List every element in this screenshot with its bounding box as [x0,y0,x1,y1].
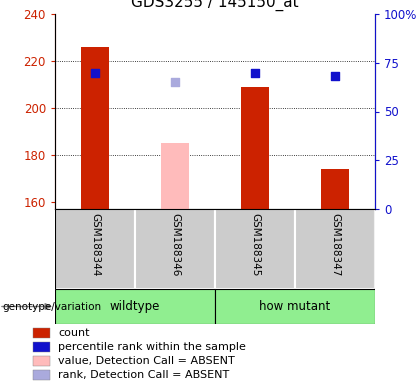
Point [252,70,258,76]
Bar [241,87,269,209]
Bar [215,289,375,324]
Point [332,73,339,79]
Title: GDS3255 / 145150_at: GDS3255 / 145150_at [131,0,299,11]
Bar [81,47,109,209]
Text: genotype/variation: genotype/variation [2,301,101,311]
Text: count: count [58,328,90,338]
Bar [33,342,50,352]
Bar [55,209,135,289]
Point [172,79,178,85]
Bar [295,209,375,289]
Text: value, Detection Call = ABSENT: value, Detection Call = ABSENT [58,356,235,366]
Bar [321,169,349,209]
Bar [33,369,50,380]
Bar [55,289,215,324]
Text: wildtype: wildtype [110,300,160,313]
Text: GSM188345: GSM188345 [250,213,260,276]
Bar [33,328,50,338]
Text: GSM188344: GSM188344 [90,213,100,276]
Text: percentile rank within the sample: percentile rank within the sample [58,342,246,352]
Text: how mutant: how mutant [260,300,331,313]
Point [92,70,98,76]
Text: GSM188347: GSM188347 [330,213,340,276]
Bar [161,143,189,209]
Bar [135,209,215,289]
Text: rank, Detection Call = ABSENT: rank, Detection Call = ABSENT [58,370,229,380]
Bar [215,209,295,289]
Bar [33,356,50,366]
Text: GSM188346: GSM188346 [170,213,180,276]
